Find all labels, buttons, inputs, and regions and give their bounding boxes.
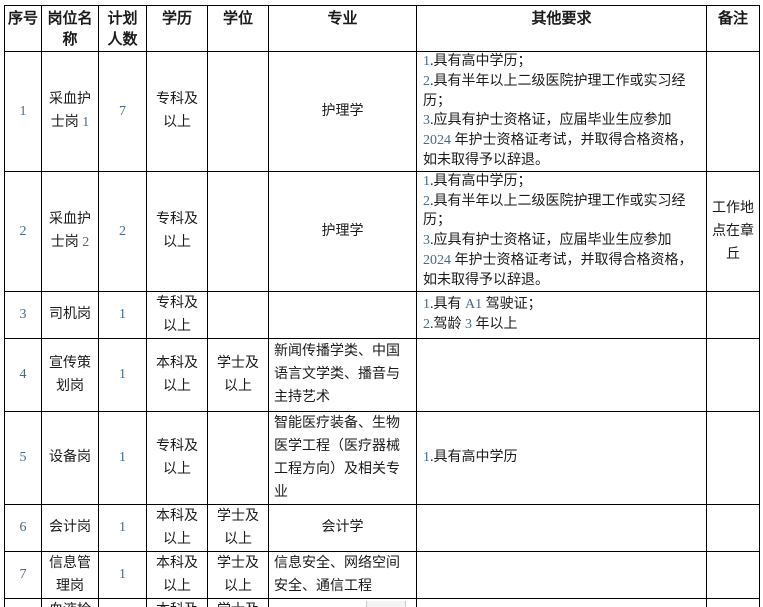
cell-education: 专科及以上 [146, 51, 208, 172]
header-position: 岗位名称 [41, 5, 99, 52]
cell-serial: 3 [4, 290, 42, 339]
cell-serial: 7 [4, 550, 42, 599]
header-serial: 序号 [4, 5, 42, 52]
header-education: 学历 [146, 5, 208, 52]
cell-degree: 学士及以上 [207, 503, 269, 552]
table-resize-handle-artifact [366, 601, 406, 607]
cell-requirements [416, 503, 707, 552]
cell-education: 专科及以上 [146, 170, 208, 292]
cell-degree [207, 410, 269, 505]
cell-serial: 4 [4, 337, 42, 412]
cell-note [706, 410, 760, 505]
cell-position: 采血护士岗 1 [41, 51, 99, 172]
cell-requirements: 1.具有 A1 驾驶证； 2.驾龄 3 年以上 [416, 290, 707, 339]
table-row: 1 采血护士岗 1 7 专科及以上 护理学 1.具有高中学历； 2.具有半年以上… [4, 51, 760, 172]
cell-degree [207, 170, 269, 292]
cell-major: 会计学 [268, 503, 417, 552]
cell-count: 1 [98, 337, 147, 412]
cell-degree: 学士及以上 [207, 337, 269, 412]
cell-count: 1 [98, 550, 147, 599]
cell-major: 信息安全、网络空间安全、通信工程 [268, 550, 417, 599]
cell-education: 专科及以上 [146, 410, 208, 505]
cell-requirements: 1.具有高中学历 [416, 410, 707, 505]
cell-degree [207, 290, 269, 339]
cell-requirements: 有 2 年以上医疗卫生机构工作经历 [416, 597, 707, 607]
table-row: 7 信息管理岗 1 本科及以上 学士及以上 信息安全、网络空间安全、通信工程 [4, 550, 760, 599]
cell-serial: 2 [4, 170, 42, 292]
cell-requirements: 1.具有高中学历； 2.具有半年以上二级医院护理工作或实习经历； 3.应具有护士… [416, 170, 707, 292]
cell-major: 新闻传播学类、中国语言文学类、播音与主持艺术 [268, 337, 417, 412]
cell-position: 血液检验岗 [41, 597, 99, 607]
cell-major: 智能医疗装备、生物医学工程（医疗器械工程方向）及相关专业 [268, 410, 417, 505]
cell-position: 采血护士岗 2 [41, 170, 99, 292]
cell-note [706, 51, 760, 172]
cell-count: 1 [98, 503, 147, 552]
table-header-row: 序号 岗位名称 计划人数 学历 学位 专业 其他要求 备注 [4, 5, 760, 52]
cell-position: 信息管理岗 [41, 550, 99, 599]
table-row: 2 采血护士岗 2 2 专科及以上 护理学 1.具有高中学历； 2.具有半年以上… [4, 170, 760, 292]
header-requirements: 其他要求 [416, 5, 707, 52]
cell-requirements: 1.具有高中学历； 2.具有半年以上二级医院护理工作或实习经历； 3.应具有护士… [416, 51, 707, 172]
cell-serial: 1 [4, 51, 42, 172]
cell-count: 7 [98, 51, 147, 172]
cell-requirements [416, 550, 707, 599]
cell-note [706, 503, 760, 552]
cell-position: 设备岗 [41, 410, 99, 505]
cell-major: 护理学 [268, 170, 417, 292]
cell-education: 本科及以上 [146, 597, 208, 607]
cell-note [706, 550, 760, 599]
cell-major: 护理学 [268, 51, 417, 172]
table-row: 6 会计岗 1 本科及以上 学士及以上 会计学 [4, 503, 760, 552]
cell-education: 本科及以上 [146, 337, 208, 412]
cell-position: 会计岗 [41, 503, 99, 552]
table-row: 5 设备岗 1 专科及以上 智能医疗装备、生物医学工程（医疗器械工程方向）及相关… [4, 410, 760, 505]
cell-position: 司机岗 [41, 290, 99, 339]
cell-major [268, 290, 417, 339]
cell-note [706, 597, 760, 607]
cell-education: 本科及以上 [146, 503, 208, 552]
header-degree: 学位 [207, 5, 269, 52]
header-count: 计划人数 [98, 5, 147, 52]
cell-count: 1 [98, 597, 147, 607]
cell-degree: 学士及以上 [207, 597, 269, 607]
header-major: 专业 [268, 5, 417, 52]
cell-count: 2 [98, 170, 147, 292]
cell-count: 1 [98, 290, 147, 339]
cell-serial: 6 [4, 503, 42, 552]
table-row: 8 血液检验岗 1 本科及以上 学士及以上 医学检验技术 有 2 年以上医疗卫生… [4, 597, 760, 607]
cell-education: 专科及以上 [146, 290, 208, 339]
cell-education: 本科及以上 [146, 550, 208, 599]
cell-serial: 5 [4, 410, 42, 505]
cell-degree [207, 51, 269, 172]
cell-note [706, 290, 760, 339]
recruitment-table: 序号 岗位名称 计划人数 学历 学位 专业 其他要求 备注 1 采血护士岗 1 … [4, 5, 760, 607]
cell-note: 工作地点在章丘 [706, 170, 760, 292]
table-row: 4 宣传策划岗 1 本科及以上 学士及以上 新闻传播学类、中国语言文学类、播音与… [4, 337, 760, 412]
cell-note [706, 337, 760, 412]
cell-serial: 8 [4, 597, 42, 607]
cell-degree: 学士及以上 [207, 550, 269, 599]
cell-requirements [416, 337, 707, 412]
table-row: 3 司机岗 1 专科及以上 1.具有 A1 驾驶证； 2.驾龄 3 年以上 [4, 290, 760, 339]
cell-position: 宣传策划岗 [41, 337, 99, 412]
cell-count: 1 [98, 410, 147, 505]
header-note: 备注 [706, 5, 760, 52]
